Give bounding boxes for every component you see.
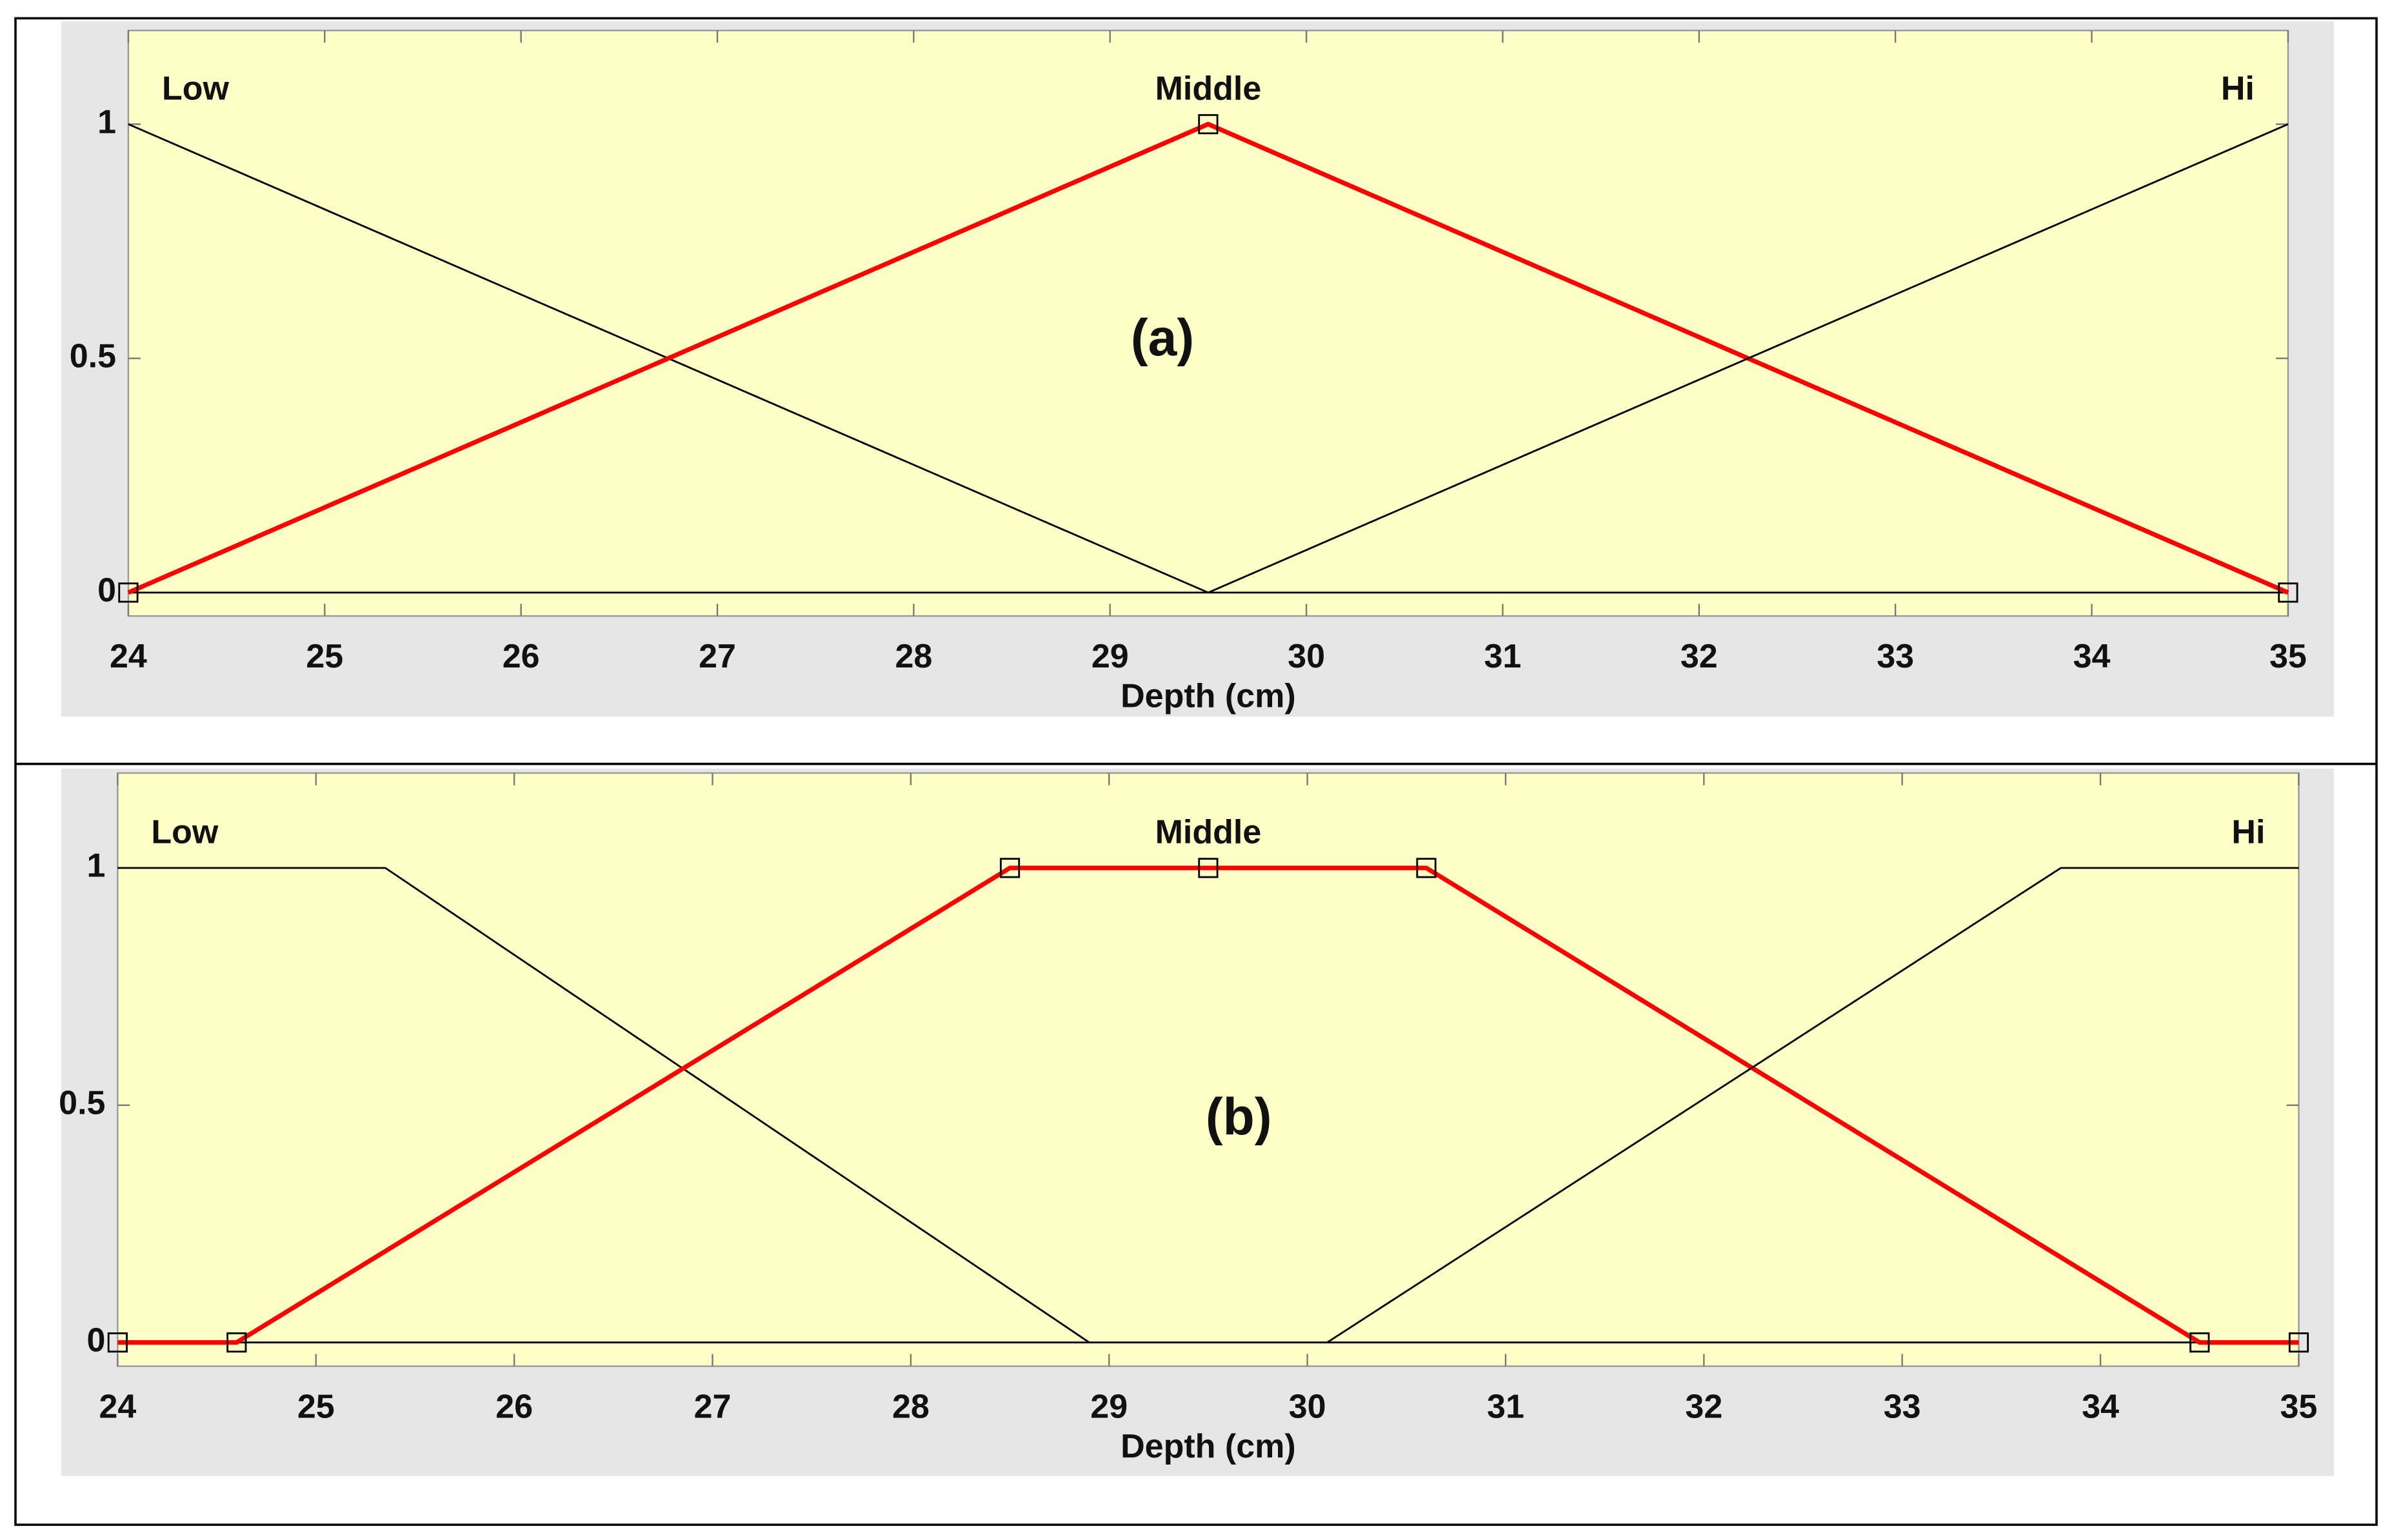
- x-tick-label: 29: [1090, 1388, 1128, 1425]
- y-tick-label: 0: [87, 1321, 106, 1359]
- x-tick-label: 34: [2082, 1388, 2119, 1425]
- x-tick-label: 31: [1484, 638, 1522, 675]
- x-axis-label: Depth (cm): [1121, 1428, 1296, 1465]
- annotation: (b): [1206, 1088, 1272, 1146]
- x-tick-label: 27: [699, 638, 736, 675]
- vertex-marker: [1416, 858, 1437, 878]
- x-tick-label: 30: [1288, 638, 1325, 675]
- series-line: [117, 867, 1090, 1343]
- x-tick-label: 25: [306, 638, 343, 675]
- x-tick-label: 25: [297, 1388, 335, 1425]
- vertex-marker: [107, 1332, 128, 1353]
- vertex-marker: [118, 582, 139, 603]
- series-line: [1326, 867, 2299, 1343]
- plot-area: [117, 772, 2300, 1367]
- series-name: Hi: [2231, 814, 2265, 851]
- series-line: [127, 121, 2289, 595]
- series-name: Hi: [2221, 70, 2255, 107]
- series-line: [117, 865, 2299, 1345]
- x-tick-label: 35: [2280, 1388, 2318, 1425]
- series-name: Low: [151, 814, 219, 851]
- x-tick-label: 28: [895, 638, 932, 675]
- x-tick-label: 32: [1685, 1388, 1722, 1425]
- series-name: Middle: [1155, 70, 1262, 107]
- x-tick-label: 30: [1289, 1388, 1326, 1425]
- x-tick-label: 28: [892, 1388, 930, 1425]
- series-name: Low: [162, 70, 230, 107]
- series-name: Middle: [1155, 814, 1262, 851]
- x-tick-label: 33: [1877, 638, 1914, 675]
- vertex-marker: [1198, 114, 1219, 135]
- x-tick-label: 34: [2073, 638, 2111, 675]
- series-line: [1208, 123, 2289, 594]
- y-tick-label: 0.5: [59, 1085, 105, 1122]
- x-axis-label: Depth (cm): [1121, 678, 1296, 715]
- y-tick-label: 1: [87, 847, 106, 885]
- x-tick-label: 26: [495, 1388, 533, 1425]
- vertex-marker: [226, 1332, 247, 1353]
- plot-area: [127, 30, 2289, 617]
- y-tick-label: 0.5: [70, 337, 116, 375]
- x-tick-label: 31: [1487, 1388, 1524, 1425]
- x-tick-label: 27: [694, 1388, 732, 1425]
- x-tick-label: 32: [1680, 638, 1718, 675]
- vertex-marker: [2288, 1332, 2309, 1353]
- y-tick-label: 1: [97, 103, 116, 141]
- vertex-marker: [1198, 858, 1219, 878]
- vertex-marker: [2189, 1332, 2210, 1353]
- y-tick-label: 0: [97, 572, 116, 609]
- x-tick-label: 24: [99, 1388, 136, 1425]
- x-tick-label: 29: [1091, 638, 1129, 675]
- x-tick-label: 26: [503, 638, 540, 675]
- vertex-marker: [2278, 582, 2298, 603]
- annotation: (a): [1131, 309, 1194, 367]
- x-tick-label: 24: [110, 638, 147, 675]
- vertex-marker: [999, 858, 1021, 878]
- x-tick-label: 35: [2269, 638, 2307, 675]
- x-tick-label: 33: [1884, 1388, 1921, 1425]
